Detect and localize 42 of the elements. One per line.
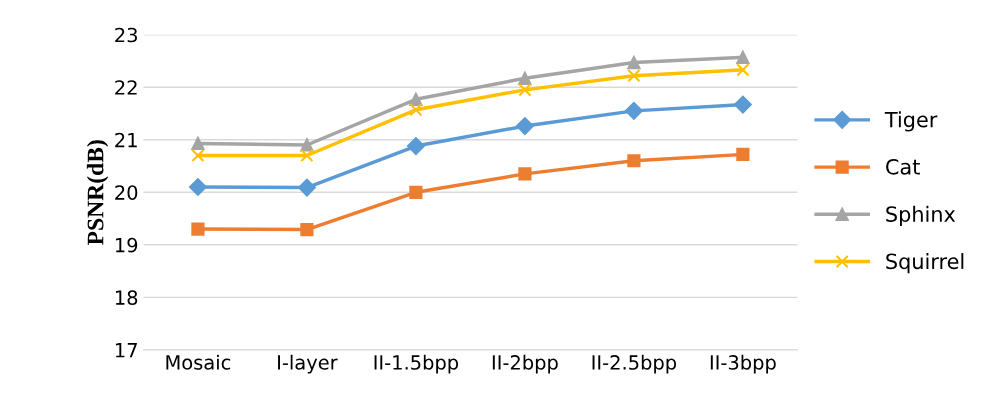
y-tick-label: 23 xyxy=(115,27,138,43)
point xyxy=(627,55,641,70)
point xyxy=(409,103,423,117)
point xyxy=(518,71,532,85)
legend-label: Tiger xyxy=(884,111,938,132)
point xyxy=(409,92,423,106)
x-tick-label: Mosaic xyxy=(166,354,231,370)
y-tick-label: 19 xyxy=(115,237,138,253)
x-tick-label: I-layer xyxy=(278,354,338,374)
point xyxy=(191,136,205,151)
legend-label: Cat xyxy=(886,158,920,175)
x-tick-label: II-1.5bpp xyxy=(374,354,459,374)
y-axis-title: PSNR(dB) xyxy=(86,140,109,246)
y-tick-label: 18 xyxy=(115,290,138,305)
point xyxy=(516,117,534,135)
y-tick-label: 17 xyxy=(115,343,137,358)
point xyxy=(518,83,532,97)
point xyxy=(733,95,752,114)
point xyxy=(736,63,750,77)
y-tick-label: 22 xyxy=(115,80,137,95)
point xyxy=(300,138,314,152)
point xyxy=(736,50,750,64)
legend-label: Sphinx xyxy=(886,205,956,226)
point xyxy=(191,148,205,163)
point xyxy=(736,147,750,162)
point xyxy=(627,154,641,168)
point xyxy=(625,101,643,120)
point xyxy=(300,222,314,237)
point xyxy=(191,222,205,236)
x-tick-label: II-2.5bpp xyxy=(592,354,677,374)
x-tick-label: II-3bpp xyxy=(710,354,776,374)
point xyxy=(298,178,316,197)
x-tick-label: II-2bpp xyxy=(492,354,558,374)
y-tick-label: 20 xyxy=(115,185,138,200)
point xyxy=(518,167,532,181)
point xyxy=(409,185,423,199)
y-tick-label: 21 xyxy=(115,132,137,148)
point xyxy=(189,178,207,196)
point xyxy=(627,69,641,83)
legend-label: Squirrel xyxy=(886,253,964,274)
point xyxy=(300,148,314,163)
point xyxy=(407,137,425,155)
